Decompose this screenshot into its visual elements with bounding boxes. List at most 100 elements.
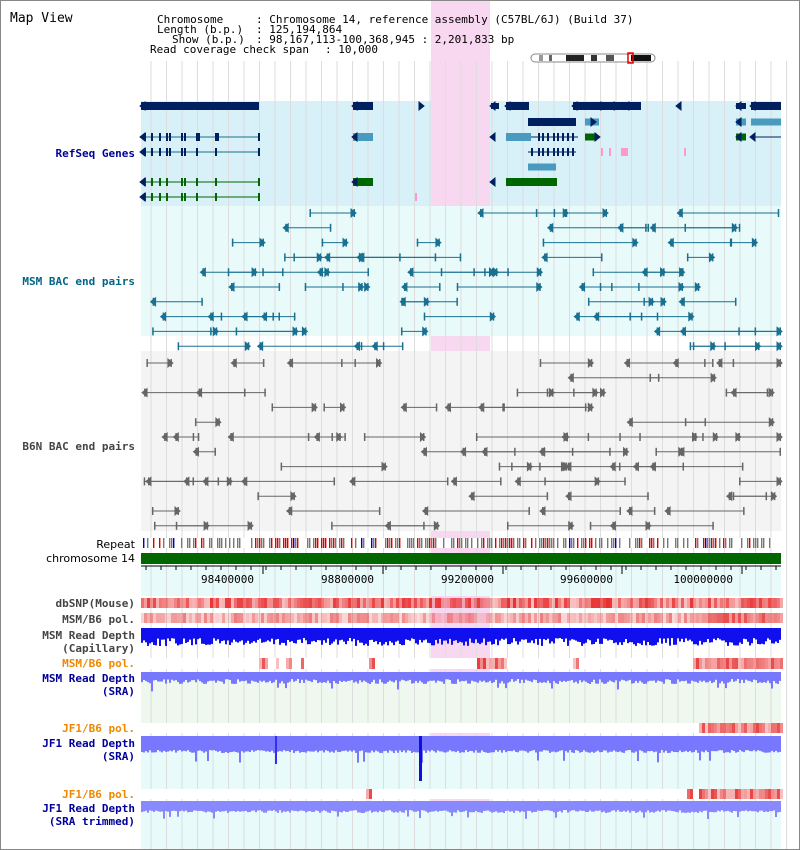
msm-sra-depth-bar xyxy=(721,672,723,682)
track-label-jf1-depth-1[interactable]: JF1 Read Depth xyxy=(42,737,135,750)
repeat-element xyxy=(707,538,709,548)
jf1-trimmed-depth-bar xyxy=(613,801,615,811)
jf1-depth-bar xyxy=(565,736,567,752)
jf1-trimmed-depth-bar xyxy=(517,801,519,811)
track-label-msm-depth-capillary-1[interactable]: MSM Read Depth xyxy=(42,629,135,642)
track-label-jf1-pol-2[interactable]: JF1/B6 pol. xyxy=(62,788,135,801)
msm-capillary-depth-bar xyxy=(263,628,265,643)
msm-bac-pair-end xyxy=(416,238,419,247)
track-label-jf1-trimmed-1[interactable]: JF1 Read Depth xyxy=(42,802,135,815)
repeat-element xyxy=(675,538,677,548)
jf1-depth-bar xyxy=(495,736,497,751)
track-label-msm-depth-sra-1[interactable]: MSM Read Depth xyxy=(42,672,135,685)
msm-sra-depth-bar xyxy=(635,672,637,681)
feature-arrow xyxy=(664,505,671,517)
b6n-bac-pair-end xyxy=(146,359,148,367)
feature-arrow xyxy=(560,461,568,472)
msm-pol2-density xyxy=(576,658,579,669)
jf1-trimmed-depth-bar xyxy=(219,801,221,812)
jf1-depth-bar xyxy=(557,736,559,752)
jf1-trimmed-depth-bar xyxy=(343,801,345,811)
msm-capillary-depth-bar xyxy=(239,628,241,642)
msm-capillary-depth-bar xyxy=(329,628,331,646)
msm-capillary-depth-bar xyxy=(591,628,593,645)
repeat-element xyxy=(589,538,591,548)
msm-pol-density xyxy=(765,613,768,623)
exon-tick xyxy=(258,178,260,186)
jf1-depth-bar xyxy=(261,736,263,751)
msm-capillary-depth-bar xyxy=(215,628,217,641)
msm-sra-depth-bar xyxy=(507,672,509,683)
msm-pol-density xyxy=(276,613,279,623)
msm-sra-depth-bar xyxy=(481,672,483,682)
msm-pol-density xyxy=(528,613,531,623)
msm-sra-depth-bar xyxy=(171,672,173,680)
msm-sra-depth-bar xyxy=(209,672,211,681)
msm-sra-depth-bar xyxy=(399,672,401,682)
repeat-element xyxy=(565,538,567,548)
jf1-trimmed-depth-bar xyxy=(373,801,375,812)
dbsnp-density xyxy=(144,598,147,608)
jf1-depth-bar xyxy=(237,736,239,753)
msm-pol-density xyxy=(732,613,735,623)
repeat-element xyxy=(569,538,571,548)
msm-capillary-depth-bar xyxy=(661,628,663,644)
track-label-dbsnp[interactable]: dbSNP(Mouse) xyxy=(55,597,135,610)
jf1-depth-bar xyxy=(685,736,687,751)
jf1-depth-bar xyxy=(661,736,663,751)
jf1-depth-bar xyxy=(517,736,519,753)
msm-sra-depth-bar xyxy=(435,672,437,683)
msm-sra-depth-bar xyxy=(693,672,695,682)
msm-capillary-depth-bar xyxy=(747,628,749,642)
track-label-msm-pol-2[interactable]: MSM/B6 pol. xyxy=(62,657,135,670)
track-label-jf1-pol-1[interactable]: JF1/B6 pol. xyxy=(62,722,135,735)
track-label-msm-pol-1[interactable]: MSM/B6 pol. xyxy=(62,613,135,626)
msm-sra-depth-bar xyxy=(617,672,619,690)
repeat-element xyxy=(187,538,189,548)
repeat-element xyxy=(211,538,213,548)
feature-arrow xyxy=(489,100,496,112)
jf1-trimmed-depth-bar xyxy=(661,801,663,811)
jf1-depth-bar xyxy=(639,736,641,751)
jf1-depth-bar xyxy=(337,736,339,752)
b6n-bac-pair-end xyxy=(738,433,740,441)
repeat-element xyxy=(639,538,641,548)
track-label-refseq[interactable]: RefSeq Genes xyxy=(55,147,135,160)
feature-arrow xyxy=(421,505,429,517)
dbsnp-density xyxy=(435,598,438,608)
repeat-element xyxy=(705,538,707,548)
track-label-msm-bac[interactable]: MSM BAC end pairs xyxy=(22,275,135,288)
exon-tick xyxy=(184,133,186,141)
msm-pol-density xyxy=(750,613,753,623)
dbsnp-density xyxy=(762,598,765,608)
msm-sra-depth-bar xyxy=(683,672,685,682)
jf1-trimmed-depth-bar xyxy=(749,801,751,811)
dbsnp-density xyxy=(411,598,414,608)
dbsnp-density xyxy=(252,598,255,608)
msm-sra-depth-bar xyxy=(483,672,485,681)
jf1-depth-bar xyxy=(489,736,491,753)
msm-pol2-density xyxy=(372,658,375,669)
jf1-trimmed-depth-bar xyxy=(339,801,341,812)
jf1-pol2-density xyxy=(777,789,780,799)
msm-pol-density xyxy=(336,613,339,623)
msm-capillary-depth-bar xyxy=(361,628,363,643)
msm-sra-depth-bar xyxy=(431,672,433,681)
jf1-depth-bar xyxy=(241,736,243,752)
msm-capillary-depth-bar xyxy=(387,628,389,646)
jf1-trimmed-depth-bar xyxy=(409,801,411,811)
jf1-trimmed-depth-bar xyxy=(211,801,213,813)
msm-sra-depth-bar xyxy=(229,672,231,681)
track-label-b6n-bac[interactable]: B6N BAC end pairs xyxy=(22,440,135,453)
jf1-trimmed-depth-bar xyxy=(429,801,431,812)
feature-arrow xyxy=(139,176,146,188)
msm-sra-depth-bar xyxy=(303,672,305,683)
msm-pol-density xyxy=(330,613,333,623)
msm-sra-depth-bar xyxy=(631,672,633,684)
exon-tick xyxy=(166,178,168,186)
jf1-depth-bar xyxy=(309,736,311,752)
msm-pol-density xyxy=(438,613,441,623)
feature-arrow xyxy=(731,222,739,233)
jf1-trimmed-depth-bar xyxy=(489,801,491,812)
